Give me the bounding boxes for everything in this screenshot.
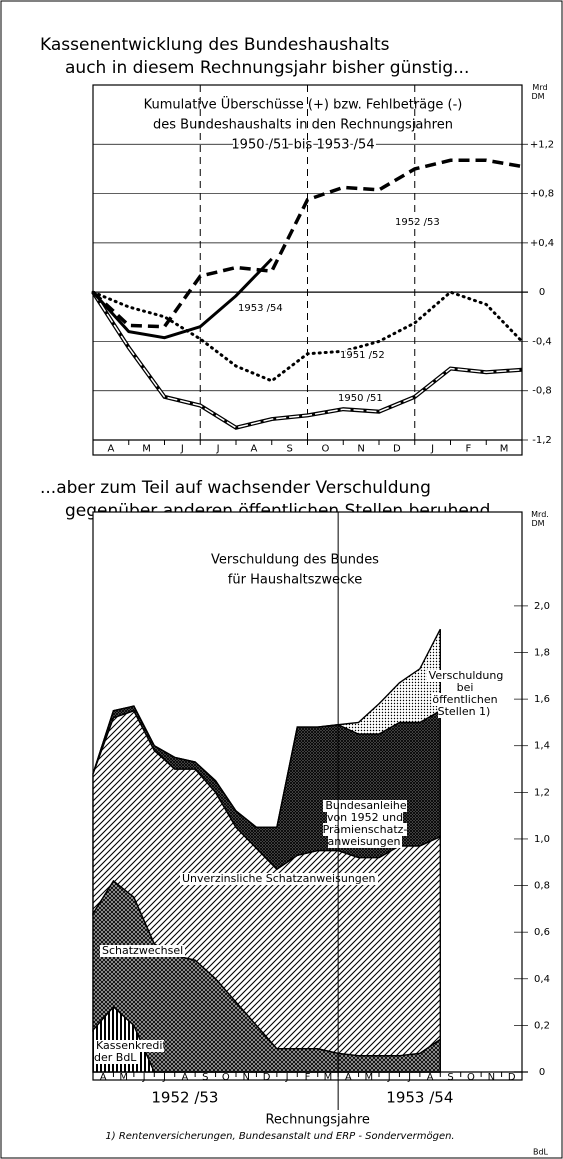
x-axis-label: Rechnungsjahre — [265, 1113, 369, 1128]
chart-subtitle: Kumulative Überschüsse (+) bzw. Fehlbetr… — [144, 96, 463, 113]
chart-title: auch in diesem Rechnungsjahr bisher güns… — [65, 58, 469, 78]
footnote: 1) Rentenversicherungen, Bundesanstalt u… — [105, 1131, 454, 1142]
chart-subtitle: für Haushaltszwecke — [228, 573, 362, 588]
series-label-box: Schatzwechsel — [100, 945, 186, 957]
series-label: Kassenkredite der BdL — [94, 1040, 164, 1064]
x-tick-label: J — [430, 444, 434, 455]
series-label: 1951 /52 — [340, 350, 385, 361]
series-label: Schatzwechsel — [100, 945, 186, 957]
chart-subtitle: 1950 /51 bis 1953 /54 — [231, 138, 374, 153]
series-label: 1952 /53 — [395, 217, 440, 228]
chart-title: ...aber zum Teil auf wachsender Verschul… — [40, 478, 431, 498]
x-tick-label: J — [180, 444, 184, 455]
series-label-box: Kassenkredite der BdL — [94, 1040, 164, 1064]
x-tick-label: O — [222, 1072, 230, 1083]
y-tick-label: 2,0 — [534, 601, 550, 612]
y-tick-label: 1,6 — [534, 694, 550, 705]
y-tick-label: 0,8 — [534, 881, 550, 892]
chart-title: Kassenentwicklung des Bundeshaushalts — [40, 35, 390, 55]
x-tick-label: A — [182, 1072, 189, 1083]
y-tick-label: +0,4 — [530, 238, 554, 249]
line-inner — [92, 291, 523, 429]
series-label: 1950 /51 — [338, 393, 383, 404]
x-tick-label: S — [202, 1072, 208, 1083]
y-tick-label: -0,4 — [532, 336, 552, 347]
y-tick-label: 1,8 — [534, 648, 550, 659]
area-series — [92, 628, 441, 828]
x-tick-label: M — [119, 1072, 128, 1083]
y-tick-label: +1,2 — [530, 139, 554, 150]
x-tick-label: F — [465, 444, 471, 455]
x-tick-label: A — [107, 444, 114, 455]
series-label-box: Unverzinsliche Schatzanweisungen — [180, 873, 378, 885]
y-tick-label: 0 — [539, 287, 545, 298]
x-tick-label: A — [250, 444, 257, 455]
x-tick-label: N — [357, 444, 364, 455]
series-label-box: Bundesanleihe von 1952 und Prämienschatz… — [322, 800, 408, 848]
y-axis-label: Mrd. DM — [529, 510, 549, 528]
x-tick-label: N — [242, 1072, 249, 1083]
x-tick-label: J — [216, 444, 220, 455]
y-tick-label: -0,8 — [532, 386, 552, 397]
x-tick-label: S — [286, 444, 292, 455]
line-series — [91, 290, 524, 383]
x-tick-label: S — [447, 1072, 453, 1083]
series-label: Verschuldung bei öffentlichen Stellen 1) — [426, 670, 504, 718]
x-tick-label: O — [467, 1072, 475, 1083]
x-tick-label: M — [500, 444, 509, 455]
x-tick-label: M — [364, 1072, 373, 1083]
series-label: Unverzinsliche Schatzanweisungen — [180, 873, 378, 885]
x-tick-label: A — [427, 1072, 434, 1083]
x-tick-label: A — [100, 1072, 107, 1083]
x-tick-label: A — [345, 1072, 352, 1083]
y-tick-label: 0,2 — [534, 1020, 550, 1031]
series-label: 1953 /54 — [238, 303, 283, 314]
x-tick-label: N — [488, 1072, 495, 1083]
y-axis-label-box: Mrd DM — [530, 83, 548, 101]
y-tick-label: 1,4 — [534, 741, 550, 752]
x-tick-label: M — [324, 1072, 333, 1083]
series-label: Bundesanleihe von 1952 und Prämienschatz… — [322, 800, 408, 848]
chart-subtitle: Verschuldung des Bundes — [211, 553, 379, 568]
year-label: 1952 /53 — [151, 1089, 218, 1107]
x-tick-label: M — [142, 444, 151, 455]
x-tick-label: J — [387, 1072, 391, 1083]
line-series — [91, 158, 523, 329]
x-tick-label: F — [305, 1072, 311, 1083]
x-tick-label: J — [285, 1072, 289, 1083]
y-tick-label: 0 — [539, 1067, 545, 1078]
line-series — [91, 257, 273, 340]
x-tick-label: D — [263, 1072, 271, 1083]
x-tick-label: D — [508, 1072, 516, 1083]
chart-subtitle: des Bundeshaushalts in den Rechnungsjahr… — [153, 118, 453, 133]
x-tick-label: D — [393, 444, 401, 455]
y-axis-label-box: Mrd. DM — [529, 510, 549, 528]
y-tick-label: 0,6 — [534, 927, 550, 938]
x-tick-label: J — [142, 1072, 146, 1083]
y-tick-label: +0,8 — [530, 189, 554, 200]
x-tick-label: J — [162, 1072, 166, 1083]
y-tick-label: 0,4 — [534, 974, 550, 985]
year-label: 1953 /54 — [386, 1089, 453, 1107]
series-label-box: Verschuldung bei öffentlichen Stellen 1) — [426, 670, 504, 718]
x-tick-label: O — [321, 444, 329, 455]
x-tick-label: J — [407, 1072, 411, 1083]
source: BdL — [533, 1148, 549, 1157]
y-tick-label: -1,2 — [532, 435, 552, 446]
y-tick-label: 1,0 — [534, 834, 550, 845]
y-axis-label: Mrd DM — [530, 83, 548, 101]
y-tick-label: 1,2 — [534, 787, 550, 798]
